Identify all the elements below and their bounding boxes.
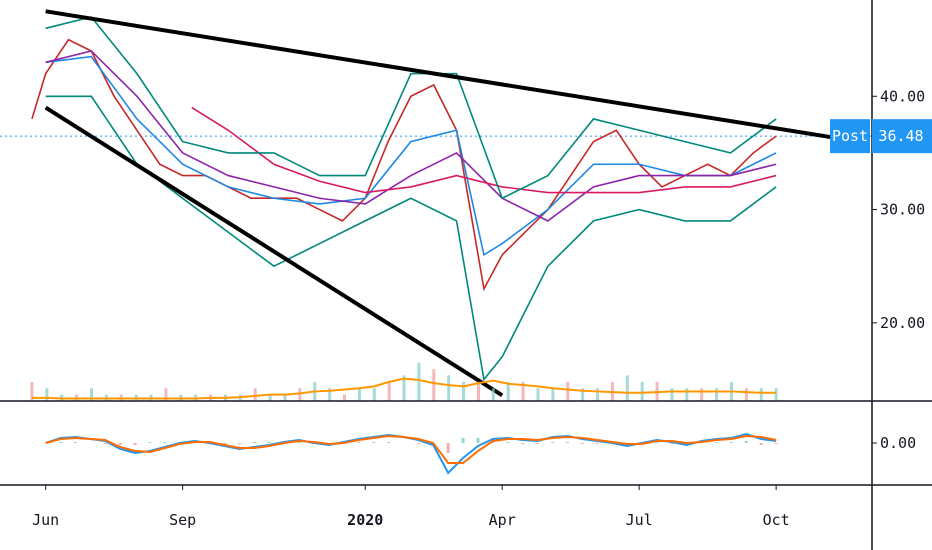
volume-bar <box>536 388 540 401</box>
macd-histogram-bar <box>223 443 227 444</box>
volume-bar <box>476 381 480 401</box>
current-price-label: 36.48 <box>878 127 923 145</box>
macd-histogram-bar <box>744 441 748 443</box>
x-tick-label: Jun <box>32 511 59 529</box>
volume-bar <box>89 388 93 401</box>
volume-bar <box>759 388 763 401</box>
macd-histogram-bar <box>163 442 167 443</box>
macd-histogram-bar <box>416 443 420 444</box>
current-price-badge <box>872 119 932 154</box>
volume-ma-line <box>31 377 777 400</box>
volume-bar <box>596 388 600 401</box>
x-tick-label: Jul <box>626 511 653 529</box>
volume-bar <box>298 388 302 401</box>
macd-histogram-bar <box>551 442 555 443</box>
macd-histogram-bar <box>521 443 525 444</box>
volume-bar <box>715 388 719 401</box>
macd-histogram-bar <box>580 443 584 444</box>
y-tick-label: 40.00 <box>880 87 925 105</box>
macd-histogram-bar <box>118 443 122 445</box>
macd-histogram-bar <box>655 442 659 443</box>
volume-bar <box>283 394 287 401</box>
macd-histogram-bar <box>476 438 480 443</box>
x-tick-label: Oct <box>763 511 790 529</box>
volume-bar <box>45 388 49 401</box>
volume-pane <box>30 362 778 401</box>
price-series-line <box>191 106 777 194</box>
macd-signal-line <box>45 434 777 464</box>
volume-bar <box>581 388 585 401</box>
volume-bar <box>521 381 525 401</box>
price-series-line <box>45 50 777 222</box>
volume-bar <box>343 394 347 401</box>
macd-histogram-bar <box>714 442 718 443</box>
price-pane <box>0 9 872 398</box>
volume-bar <box>357 388 361 401</box>
macd-histogram-bar <box>148 442 152 443</box>
x-tick-label: Sep <box>169 511 196 529</box>
volume-bar <box>387 381 391 401</box>
volume-bar <box>744 388 748 401</box>
macd-histogram-bar <box>252 442 256 443</box>
price-series-line <box>45 95 777 382</box>
macd-pane <box>45 432 778 475</box>
macd-histogram-bar <box>759 443 763 445</box>
macd-histogram-bar <box>297 442 301 443</box>
price-series-line <box>45 16 777 200</box>
macd-histogram-bar <box>357 442 361 443</box>
macd-histogram-bar <box>103 443 107 444</box>
price-series-line <box>45 55 777 257</box>
macd-histogram-bar <box>372 442 376 443</box>
macd-histogram-bar <box>729 442 733 443</box>
volume-bar <box>268 394 272 401</box>
y-tick-label: 20.00 <box>880 314 925 332</box>
y-tick-label: 30.00 <box>880 201 925 219</box>
post-badge <box>830 119 870 154</box>
macd-histogram-bar <box>536 443 540 444</box>
macd-histogram-bar <box>565 442 569 443</box>
volume-bar <box>566 381 570 401</box>
volume-bar <box>328 388 332 401</box>
volume-bar <box>402 375 406 401</box>
volume-bar <box>432 369 436 401</box>
volume-bar <box>491 388 495 401</box>
volume-bar <box>670 388 674 401</box>
volume-bar <box>417 362 421 401</box>
macd-histogram-bar <box>387 442 391 443</box>
macd-histogram-bar <box>59 442 63 443</box>
volume-bar <box>30 381 34 401</box>
volume-bar <box>685 388 689 401</box>
volume-bar <box>164 388 168 401</box>
volume-bar <box>253 388 257 401</box>
macd-histogram-bar <box>670 443 674 444</box>
macd-histogram-bar <box>267 442 271 443</box>
macd-histogram-bar <box>237 443 241 444</box>
volume-bar <box>551 388 555 401</box>
volume-bar <box>774 388 778 401</box>
volume-bar <box>625 375 629 401</box>
macd-histogram-bar <box>461 438 465 443</box>
volume-bar <box>462 381 466 401</box>
macd-histogram-bar <box>774 443 778 444</box>
volume-bar <box>372 388 376 401</box>
trendline <box>45 9 845 142</box>
macd-y-tick-label: 0.00 <box>880 434 916 452</box>
macd-histogram-bar <box>133 443 137 445</box>
volume-bar <box>700 388 704 401</box>
x-tick-label: Apr <box>489 511 516 529</box>
macd-histogram-bar <box>446 443 450 453</box>
volume-bar <box>447 375 451 401</box>
volume-bar <box>640 381 644 401</box>
macd-histogram-bar <box>73 442 77 443</box>
x-tick-label: 2020 <box>347 511 383 529</box>
trendline <box>44 105 504 398</box>
macd-histogram-bar <box>506 442 510 443</box>
macd-histogram-bar <box>595 443 599 444</box>
post-label: Post <box>832 127 868 145</box>
volume-bar <box>506 381 510 401</box>
